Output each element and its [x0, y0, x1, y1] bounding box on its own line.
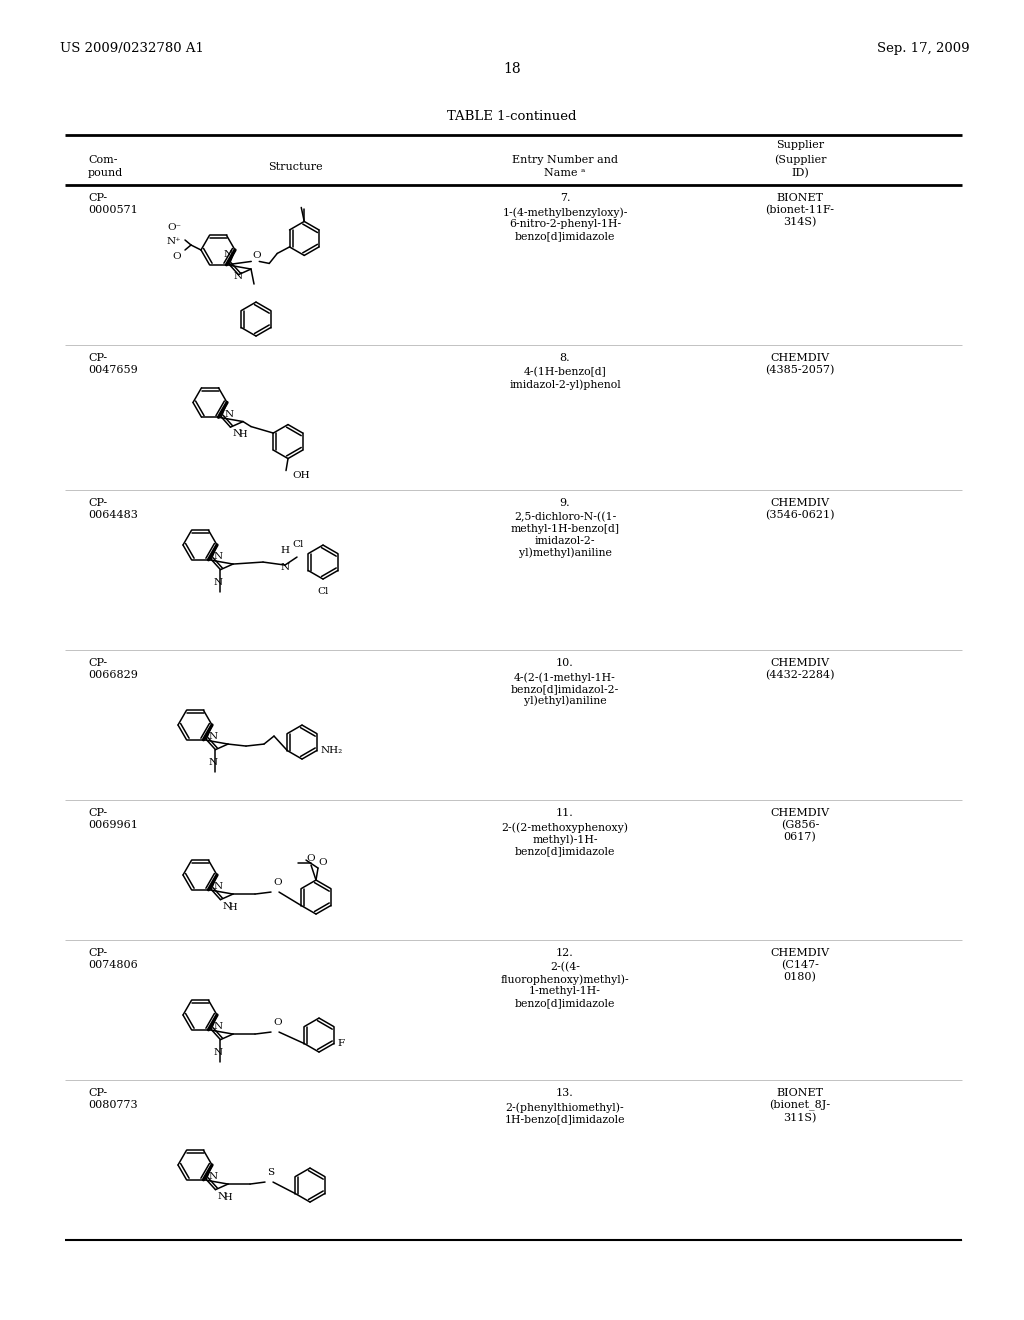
Text: N: N: [214, 578, 223, 586]
Text: H: H: [239, 430, 247, 440]
Text: CP-
0000571: CP- 0000571: [88, 193, 138, 215]
Text: CHEMDIV
(4385-2057): CHEMDIV (4385-2057): [765, 352, 835, 375]
Text: N: N: [281, 564, 290, 572]
Text: Structure: Structure: [267, 162, 323, 172]
Text: OH: OH: [292, 470, 309, 479]
Text: O: O: [273, 878, 282, 887]
Text: N: N: [213, 552, 222, 561]
Text: F: F: [338, 1039, 345, 1048]
Text: 12.: 12.: [556, 948, 573, 958]
Text: CP-
0074806: CP- 0074806: [88, 948, 138, 970]
Text: 2-(phenylthiomethyl)-
1H-benzo[d]imidazole: 2-(phenylthiomethyl)- 1H-benzo[d]imidazo…: [505, 1102, 626, 1125]
Text: N: N: [233, 272, 243, 281]
Text: Sep. 17, 2009: Sep. 17, 2009: [878, 42, 970, 55]
Text: Name ᵃ: Name ᵃ: [545, 168, 586, 178]
Text: CP-
0069961: CP- 0069961: [88, 808, 138, 829]
Text: N: N: [217, 1192, 226, 1201]
Text: N: N: [208, 731, 217, 741]
Text: N: N: [232, 429, 242, 438]
Text: 1-(4-methylbenzyloxy)-
6-nitro-2-phenyl-1H-
benzo[d]imidazole: 1-(4-methylbenzyloxy)- 6-nitro-2-phenyl-…: [503, 207, 628, 240]
Text: H: H: [281, 546, 290, 556]
Text: N: N: [208, 1172, 217, 1181]
Text: N: N: [213, 882, 222, 891]
Text: N: N: [209, 758, 218, 767]
Text: (Supplier: (Supplier: [774, 154, 826, 165]
Text: N: N: [214, 1048, 223, 1056]
Text: CHEMDIV
(3546-0621): CHEMDIV (3546-0621): [765, 498, 835, 520]
Text: 2-((2-methoxyphenoxy)
methyl)-1H-
benzo[d]imidazole: 2-((2-methoxyphenoxy) methyl)-1H- benzo[…: [502, 822, 629, 857]
Text: O: O: [318, 858, 327, 867]
Text: pound: pound: [88, 168, 123, 178]
Text: CP-
0066829: CP- 0066829: [88, 657, 138, 680]
Text: O: O: [172, 252, 181, 261]
Text: Supplier: Supplier: [776, 140, 824, 150]
Text: 2-((4-
fluorophenoxy)methyl)-
1-methyl-1H-
benzo[d]imidazole: 2-((4- fluorophenoxy)methyl)- 1-methyl-1…: [501, 962, 630, 1007]
Text: H: H: [228, 903, 238, 912]
Text: CHEMDIV
(4432-2284): CHEMDIV (4432-2284): [765, 657, 835, 680]
Text: Cl: Cl: [317, 587, 329, 597]
Text: CHEMDIV
(C147-
0180): CHEMDIV (C147- 0180): [770, 948, 829, 982]
Text: O: O: [252, 251, 261, 260]
Text: N: N: [213, 1022, 222, 1031]
Text: 13.: 13.: [556, 1088, 573, 1098]
Text: 2,5-dichloro-N-((1-
methyl-1H-benzo[d]
imidazol-2-
yl)methyl)aniline: 2,5-dichloro-N-((1- methyl-1H-benzo[d] i…: [511, 512, 620, 558]
Text: ID): ID): [792, 168, 809, 178]
Text: CHEMDIV
(G856-
0617): CHEMDIV (G856- 0617): [770, 808, 829, 842]
Text: BIONET
(bionet-11F-
314S): BIONET (bionet-11F- 314S): [766, 193, 835, 227]
Text: CP-
0064483: CP- 0064483: [88, 498, 138, 520]
Text: O⁻: O⁻: [167, 223, 181, 232]
Text: N: N: [222, 902, 231, 911]
Text: Entry Number and: Entry Number and: [512, 154, 618, 165]
Text: 10.: 10.: [556, 657, 573, 668]
Text: O: O: [307, 854, 315, 863]
Text: 8.: 8.: [560, 352, 570, 363]
Text: US 2009/0232780 A1: US 2009/0232780 A1: [60, 42, 204, 55]
Text: 18: 18: [503, 62, 521, 77]
Text: O: O: [273, 1018, 282, 1027]
Text: 9.: 9.: [560, 498, 570, 508]
Text: N: N: [224, 411, 233, 420]
Text: N⁺: N⁺: [166, 238, 181, 247]
Text: S: S: [267, 1168, 274, 1177]
Text: 7.: 7.: [560, 193, 570, 203]
Text: TABLE 1-continued: TABLE 1-continued: [447, 110, 577, 123]
Text: CP-
0047659: CP- 0047659: [88, 352, 138, 375]
Text: Cl: Cl: [292, 540, 303, 549]
Text: N: N: [223, 251, 232, 260]
Text: 4-(2-(1-methyl-1H-
benzo[d]imidazol-2-
yl)ethyl)aniline: 4-(2-(1-methyl-1H- benzo[d]imidazol-2- y…: [511, 672, 620, 706]
Text: Com-: Com-: [88, 154, 118, 165]
Text: 11.: 11.: [556, 808, 573, 818]
Text: BIONET
(bionet_8J-
311S): BIONET (bionet_8J- 311S): [769, 1088, 830, 1123]
Text: H: H: [223, 1193, 232, 1201]
Text: NH₂: NH₂: [321, 746, 343, 755]
Text: 4-(1H-benzo[d]
imidazol-2-yl)phenol: 4-(1H-benzo[d] imidazol-2-yl)phenol: [509, 367, 621, 389]
Text: CP-
0080773: CP- 0080773: [88, 1088, 137, 1110]
